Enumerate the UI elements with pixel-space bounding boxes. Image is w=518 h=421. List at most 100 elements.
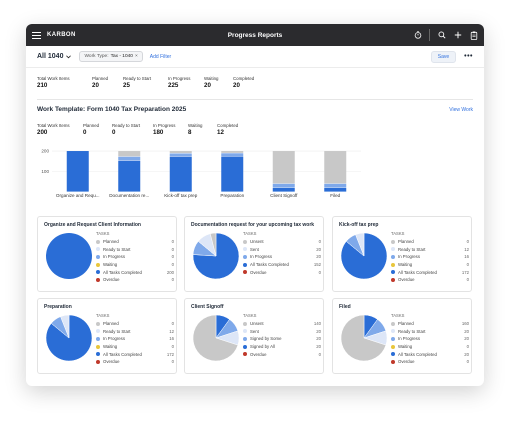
legend-row[interactable]: All Tasks Completed 152 <box>243 261 321 269</box>
bar-segment[interactable] <box>169 153 192 157</box>
legend-label: Planned <box>103 239 119 245</box>
legend-row[interactable]: Planned 0 <box>391 238 469 246</box>
legend-count: 0 <box>171 359 174 365</box>
legend-row[interactable]: In Progress 20 <box>243 253 321 261</box>
bar-segment[interactable] <box>221 156 244 192</box>
legend-row[interactable]: All Tasks Completed 200 <box>96 268 174 276</box>
more-options-icon[interactable]: ••• <box>464 53 473 60</box>
legend-row[interactable]: In Progress 16 <box>96 335 174 343</box>
legend-row[interactable]: In Progress 16 <box>391 253 469 261</box>
legend-row[interactable]: In Progress 20 <box>391 335 469 343</box>
bar-segment[interactable] <box>324 183 347 188</box>
legend-count: 16 <box>464 254 469 260</box>
bar-segment[interactable] <box>169 151 192 154</box>
legend-row[interactable]: Signed by Some 20 <box>243 335 321 343</box>
close-icon[interactable]: × <box>134 54 138 59</box>
view-selector[interactable]: All 1040 <box>37 53 72 60</box>
stage-card[interactable]: Preparation TASKS Planned 0 Ready to Start 12… <box>37 298 177 374</box>
legend-row[interactable]: In Progress 0 <box>96 253 174 261</box>
stage-card[interactable]: Filed TASKS Planned 160 Ready to Start 20 In P… <box>332 298 472 374</box>
legend-row[interactable]: All Tasks Completed 20 <box>391 350 469 358</box>
card-title: Preparation <box>44 304 72 310</box>
legend-heading: TASKS <box>96 313 110 318</box>
pie-slice[interactable] <box>340 314 387 362</box>
status-dot-icon <box>243 247 247 252</box>
legend-row[interactable]: Unsent 140 <box>243 320 321 328</box>
legend-count: 0 <box>171 254 174 260</box>
section-divider <box>37 99 473 100</box>
legend-row[interactable]: Overdue 0 <box>391 358 469 366</box>
legend-row[interactable]: Overdue 0 <box>96 358 174 366</box>
add-icon[interactable] <box>453 31 462 40</box>
legend-row[interactable]: Planned 0 <box>96 238 174 246</box>
legend-label: Signed by All <box>250 344 275 350</box>
legend-row[interactable]: Waiting 0 <box>391 343 469 351</box>
pie-slice[interactable] <box>46 233 92 279</box>
bar-segment[interactable] <box>324 151 347 184</box>
legend-row[interactable]: Ready to Start 12 <box>391 246 469 254</box>
pie-slice[interactable] <box>192 314 239 362</box>
bar-segment[interactable] <box>272 187 295 192</box>
bar-segment[interactable] <box>272 151 295 184</box>
clipboard-icon[interactable] <box>469 31 478 40</box>
legend-label: Ready to Start <box>103 328 131 334</box>
app-logo[interactable]: KARBON <box>47 32 76 38</box>
legend-row[interactable]: Waiting 0 <box>96 343 174 351</box>
legend-row[interactable]: Overdue 0 <box>243 350 321 358</box>
card-legend: TASKS Unsent 0 Sent 20 In Progress 20 All Tasks… <box>243 231 321 276</box>
filter-chip[interactable]: Work Type: Tax - 1040 × <box>79 51 143 62</box>
pie-slice[interactable] <box>340 232 388 280</box>
legend-row[interactable]: Ready to Start 20 <box>391 328 469 336</box>
bar-segment[interactable] <box>221 151 244 153</box>
legend-row[interactable]: Ready to Start 12 <box>96 328 174 336</box>
bar-segment[interactable] <box>169 156 192 192</box>
pie-slice[interactable] <box>209 232 217 257</box>
status-dot-icon <box>243 270 247 275</box>
top-bar: KARBON Progress Reports <box>26 24 484 46</box>
stage-card[interactable]: Organize and Request Client Information T… <box>37 216 177 292</box>
legend-count: 0 <box>318 239 321 245</box>
legend-row[interactable]: Waiting 0 <box>391 261 469 269</box>
search-icon[interactable] <box>437 31 446 40</box>
legend-label: In Progress <box>103 254 125 260</box>
bar-segment[interactable] <box>66 151 89 192</box>
save-button[interactable]: Save <box>430 50 457 63</box>
legend-row[interactable]: Sent 20 <box>243 246 321 254</box>
bar-segment[interactable] <box>272 183 295 188</box>
legend-row[interactable]: Sent 20 <box>243 328 321 336</box>
bar-segment[interactable] <box>118 151 141 157</box>
legend-row[interactable]: All Tasks Completed 172 <box>96 350 174 358</box>
pie-slice[interactable] <box>45 314 93 362</box>
legend-count: 0 <box>171 239 174 245</box>
legend-row[interactable]: Overdue 0 <box>391 276 469 284</box>
legend-row[interactable]: Overdue 0 <box>243 268 321 276</box>
bar-segment[interactable] <box>118 156 141 161</box>
add-filter-link[interactable]: Add Filter <box>149 53 172 60</box>
bar-segment[interactable] <box>118 160 141 192</box>
legend-label: All Tasks Completed <box>398 351 437 357</box>
stage-card[interactable]: Kick-off tax prep TASKS Planned 0 Ready to S… <box>332 216 472 292</box>
summary-stats: Total Work Items 210 Planned 20 Ready to S… <box>26 76 484 89</box>
stage-card[interactable]: Client Signoff TASKS Unsent 140 Sent 20 Signed… <box>184 298 324 374</box>
timer-icon[interactable] <box>413 31 422 40</box>
legend-row[interactable]: Ready to Start 0 <box>96 246 174 254</box>
stage-card[interactable]: Documentation request for your upcoming … <box>184 216 324 292</box>
stat-completed: Completed 20 <box>233 76 255 89</box>
bar-segment[interactable] <box>324 187 347 192</box>
bar-segment[interactable] <box>221 153 244 157</box>
legend-row[interactable]: Unsent 0 <box>243 238 321 246</box>
view-work-link[interactable]: View Work <box>449 106 473 113</box>
legend-row[interactable]: Overdue 0 <box>96 276 174 284</box>
legend-row[interactable]: Planned 160 <box>391 320 469 328</box>
menu-icon[interactable] <box>32 31 41 39</box>
legend-count: 0 <box>318 351 321 357</box>
legend-row[interactable]: Waiting 0 <box>96 261 174 269</box>
legend-row[interactable]: Signed by All 20 <box>243 343 321 351</box>
legend-row[interactable]: All Tasks Completed 172 <box>391 268 469 276</box>
legend-count: 16 <box>169 336 174 342</box>
pie-slice[interactable] <box>355 232 365 257</box>
status-dot-icon <box>243 262 247 267</box>
stat-ready: Ready to Start 25 <box>123 76 152 89</box>
pie-slice[interactable] <box>60 314 70 339</box>
legend-row[interactable]: Planned 0 <box>96 320 174 328</box>
